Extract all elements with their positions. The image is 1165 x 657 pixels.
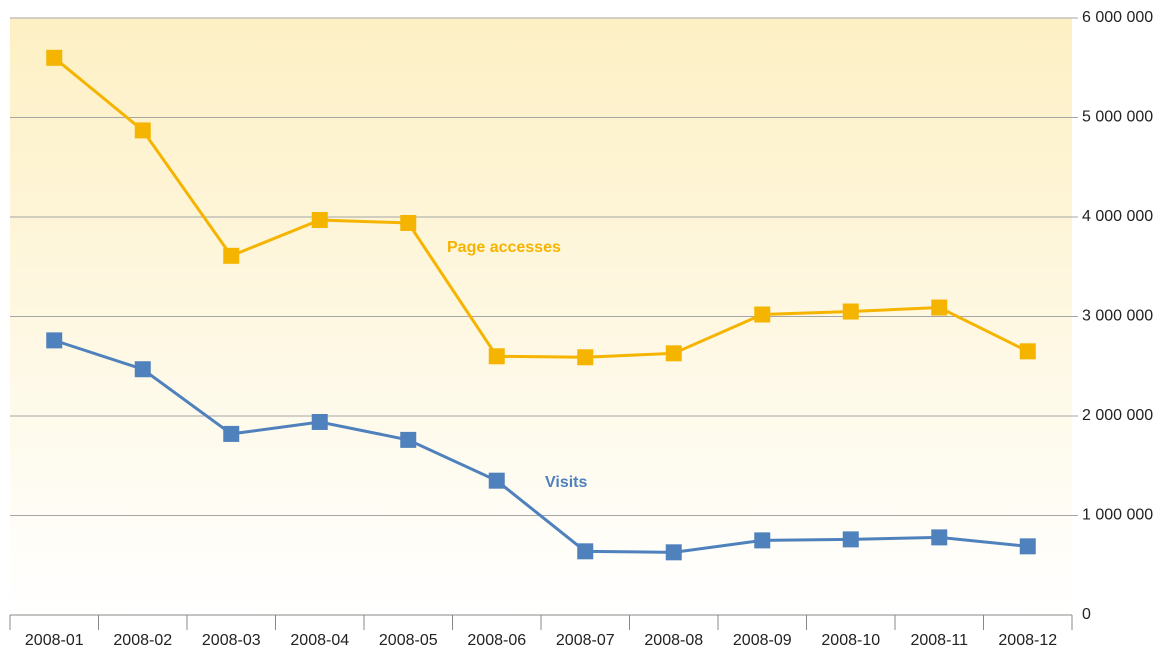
x-tick-label: 2008-04	[290, 632, 349, 649]
x-tick-label: 2008-03	[202, 632, 261, 649]
data-point	[134, 122, 151, 139]
data-point	[311, 211, 328, 228]
data-point	[311, 413, 328, 430]
series-label: Page accesses	[447, 239, 561, 256]
x-tick-label: 2008-07	[556, 632, 615, 649]
y-tick-label: 5 000 000	[1082, 109, 1153, 126]
x-tick-label: 2008-09	[733, 632, 792, 649]
data-point	[754, 306, 771, 323]
data-point	[1019, 343, 1036, 360]
data-point	[665, 544, 682, 561]
x-tick-label: 2008-08	[644, 632, 703, 649]
data-point	[842, 531, 859, 548]
data-point	[754, 532, 771, 549]
y-tick-label: 2 000 000	[1082, 407, 1153, 424]
y-tick-label: 4 000 000	[1082, 208, 1153, 225]
data-point	[842, 303, 859, 320]
series-line	[53, 338, 1028, 554]
x-tick-label: 2008-01	[25, 632, 84, 649]
y-tick-label: 6 000 000	[1082, 9, 1153, 26]
data-point	[400, 431, 417, 448]
x-tick-label: 2008-12	[998, 632, 1057, 649]
series-line	[53, 56, 1029, 359]
x-tick-label: 2008-02	[113, 632, 172, 649]
data-point	[46, 49, 63, 66]
data-point	[223, 425, 240, 442]
data-point	[577, 349, 594, 366]
x-tick-label: 2008-06	[467, 632, 526, 649]
x-tick-label: 2008-10	[821, 632, 880, 649]
x-tick-label: 2008-05	[379, 632, 438, 649]
y-tick-label: 0	[1082, 606, 1091, 623]
y-tick-label: 3 000 000	[1082, 308, 1153, 325]
y-tick-label: 1 000 000	[1082, 507, 1153, 524]
data-point	[400, 214, 417, 231]
data-point	[223, 247, 240, 264]
data-point	[488, 472, 505, 489]
data-point	[577, 543, 594, 560]
x-tick-label: 2008-11	[910, 632, 968, 649]
data-point	[488, 348, 505, 365]
series-label: Visits	[545, 474, 588, 491]
data-point	[931, 299, 948, 316]
data-point	[931, 529, 948, 546]
data-point	[46, 332, 63, 349]
data-point	[1019, 538, 1036, 555]
data-point	[134, 361, 151, 378]
data-point	[665, 345, 682, 362]
